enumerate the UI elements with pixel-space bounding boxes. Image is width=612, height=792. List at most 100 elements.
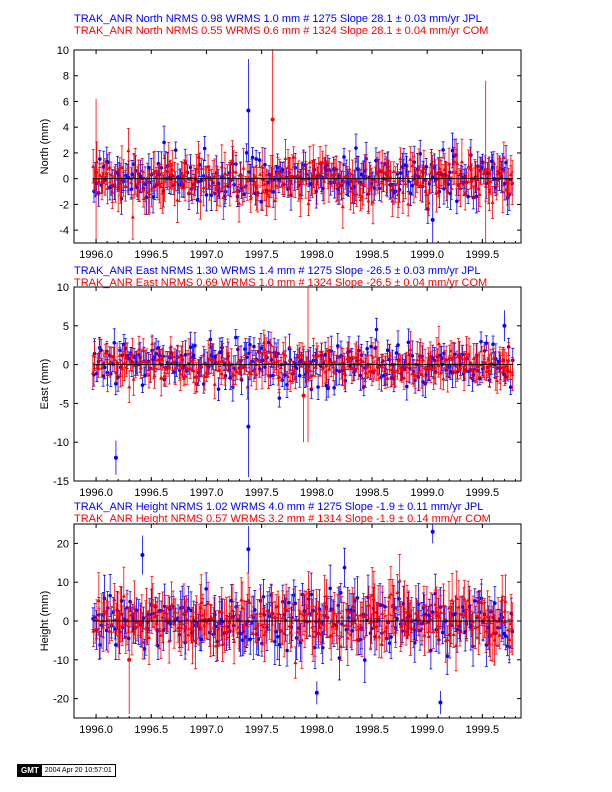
series-com	[90, 325, 515, 404]
data-point	[436, 341, 441, 346]
outlier-point	[301, 393, 306, 398]
x-tick-label: 1999.5	[466, 487, 500, 499]
data-point	[335, 344, 340, 348]
data-point	[188, 366, 193, 371]
data-point	[221, 195, 226, 199]
data-point	[123, 183, 128, 188]
data-point	[248, 342, 252, 347]
data-point	[177, 363, 182, 368]
data-point	[287, 357, 292, 362]
data-point	[125, 178, 130, 183]
data-point	[177, 183, 182, 188]
data-point	[476, 364, 481, 369]
plot-frame	[73, 286, 522, 482]
data-point	[105, 185, 110, 190]
data-point	[314, 181, 319, 186]
data-point	[363, 166, 368, 171]
data-point	[126, 148, 131, 153]
data-point	[506, 180, 511, 185]
data-point	[216, 387, 221, 391]
data-point	[231, 372, 236, 377]
outlier-point	[246, 424, 251, 429]
data-point	[369, 344, 373, 349]
data-point	[252, 174, 257, 179]
x-tick-label: 1997.5	[245, 249, 279, 261]
data-point	[458, 186, 463, 191]
chart-title-line-1: TRAK_ANR North NRMS 0.98 WRMS 1.0 mm # 1…	[74, 13, 482, 25]
data-point	[337, 656, 342, 660]
data-point	[141, 348, 146, 353]
data-point	[449, 186, 454, 190]
data-point	[288, 175, 293, 179]
data-point	[183, 352, 188, 357]
data-point	[246, 175, 251, 180]
data-point	[97, 172, 102, 177]
data-point	[398, 156, 403, 161]
data-point	[212, 382, 217, 386]
data-point	[108, 593, 112, 598]
data-point	[238, 367, 243, 372]
data-point	[240, 187, 245, 192]
data-point	[262, 347, 267, 351]
data-point	[447, 170, 452, 175]
y-axis-label: East (mm)	[39, 359, 51, 410]
data-point	[365, 346, 369, 351]
y-tick-label: -15	[53, 476, 69, 488]
data-point	[120, 366, 125, 371]
data-point	[241, 165, 246, 170]
data-point	[326, 386, 330, 391]
data-point	[491, 355, 496, 360]
data-point	[506, 357, 511, 362]
data-point	[150, 341, 155, 346]
chart-title-line-2: TRAK_ANR East NRMS 0.69 WRMS 1.0 mm # 13…	[74, 277, 487, 289]
data-point	[491, 342, 495, 347]
data-point	[204, 587, 208, 591]
data-point	[149, 185, 154, 190]
data-point	[234, 369, 239, 374]
data-point	[356, 360, 361, 365]
data-point	[323, 352, 328, 357]
data-point	[245, 178, 250, 183]
data-point	[217, 188, 222, 193]
data-point	[113, 184, 118, 189]
data-point	[461, 182, 466, 186]
data-point	[393, 369, 398, 374]
data-point	[147, 191, 152, 196]
data-point	[119, 164, 124, 169]
outlier-point	[430, 217, 435, 222]
data-point	[140, 383, 145, 387]
chart-panel-3: TRAK_ANR Height NRMS 1.02 WRMS 4.0 mm # …	[39, 501, 522, 736]
data-point	[142, 195, 147, 200]
data-point	[348, 188, 353, 193]
data-point	[243, 347, 247, 351]
data-point	[358, 197, 363, 202]
data-point	[369, 184, 374, 189]
outlier-point	[502, 323, 507, 328]
data-point	[243, 352, 248, 356]
data-point	[201, 185, 206, 190]
data-point	[389, 367, 394, 372]
data-point	[385, 376, 390, 380]
data-point	[277, 374, 282, 379]
data-point	[285, 648, 289, 653]
y-axis-label: North (mm)	[39, 119, 51, 175]
data-point	[216, 360, 221, 365]
data-point	[434, 352, 439, 357]
data-point	[163, 164, 168, 169]
data-point	[254, 372, 259, 377]
data-point	[340, 204, 345, 209]
data-point	[455, 161, 460, 166]
data-point	[510, 180, 515, 185]
data-point	[477, 192, 482, 196]
data-point	[315, 353, 320, 357]
data-point	[416, 165, 421, 170]
data-point	[263, 162, 267, 167]
data-point	[185, 365, 190, 370]
data-point	[354, 146, 358, 150]
data-point	[343, 372, 348, 377]
data-point	[406, 201, 411, 206]
data-point	[500, 189, 505, 194]
data-point	[387, 357, 392, 362]
data-point	[430, 175, 435, 179]
data-point	[456, 182, 461, 187]
